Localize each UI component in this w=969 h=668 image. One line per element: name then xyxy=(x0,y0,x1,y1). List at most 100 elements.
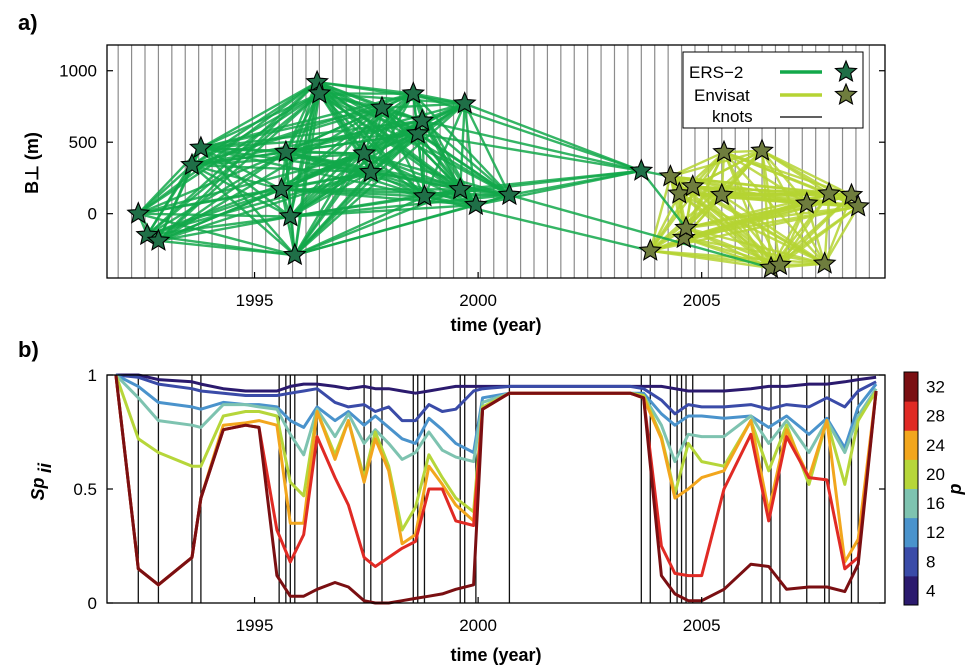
envisat-point xyxy=(812,251,837,274)
pair-line xyxy=(720,194,772,269)
pair-line xyxy=(806,202,859,208)
panel-b-ticks: 1995 2000 2005 0 0.5 1 xyxy=(73,366,885,635)
colorbar-label: p xyxy=(945,484,965,496)
envisat-point xyxy=(709,182,734,206)
pair-line xyxy=(459,103,466,190)
pair-line xyxy=(417,132,642,172)
pair-line xyxy=(823,194,853,265)
ers2-point xyxy=(410,108,435,131)
ers2-point xyxy=(278,204,303,227)
colorbar-tick-label: 20 xyxy=(926,465,945,484)
ers2-point xyxy=(497,182,522,206)
pair-line xyxy=(294,188,461,257)
pair-line xyxy=(284,81,319,153)
ers2-point xyxy=(274,139,298,163)
ers2-point xyxy=(629,158,654,181)
ers2-point xyxy=(269,176,294,200)
pair-line xyxy=(760,150,826,265)
legend-label-envisat: Envisat xyxy=(694,86,750,105)
legend-box xyxy=(682,51,864,129)
x-tick-label: 2000 xyxy=(459,616,497,635)
pair-line xyxy=(362,107,384,155)
colorbar-tick-label: 12 xyxy=(926,523,945,542)
pair-line xyxy=(678,192,826,265)
pair-line xyxy=(191,164,296,257)
colorbar-frame xyxy=(903,371,919,606)
series-p24 xyxy=(114,374,878,587)
panel-b-knots xyxy=(137,375,859,603)
pair-line xyxy=(760,150,782,266)
pair-line xyxy=(823,193,831,264)
pair-line xyxy=(191,164,291,218)
panel-a-legend: ERS−2 Envisat knots xyxy=(682,51,864,129)
colorbar-segment xyxy=(904,401,918,431)
x-tick-label: 1995 xyxy=(236,291,274,310)
pair-line xyxy=(509,169,642,197)
pair-line xyxy=(200,146,282,191)
panel-a-xlabel: time (year) xyxy=(450,315,541,335)
pair-line xyxy=(158,215,291,243)
colorbar-segment xyxy=(904,546,918,577)
pair-line xyxy=(412,92,511,196)
pair-line xyxy=(412,92,642,172)
envisat-point xyxy=(750,138,774,161)
pair-line xyxy=(823,205,860,265)
pair-line xyxy=(293,102,466,257)
envisat-point xyxy=(638,238,663,261)
envisat-point xyxy=(712,139,736,163)
pair-line xyxy=(380,107,426,198)
pair-line xyxy=(649,193,681,252)
colorbar-segment xyxy=(904,372,918,402)
panel-b-ylabel: Sp ii xyxy=(28,462,55,501)
pair-line xyxy=(691,185,772,269)
pair-line xyxy=(416,132,477,206)
pair-line xyxy=(191,163,282,191)
y-tick-label: 0 xyxy=(88,205,97,224)
panel-b-xlabel: time (year) xyxy=(450,645,541,665)
legend-label-ers2: ERS−2 xyxy=(689,63,743,82)
ers2-point xyxy=(464,192,488,216)
envisat-point xyxy=(680,174,705,197)
colorbar-segment xyxy=(904,575,918,606)
pair-line xyxy=(423,103,466,197)
envisat-point xyxy=(846,194,870,217)
envisat-point xyxy=(817,181,841,204)
colorbar-tick-label: 32 xyxy=(926,378,945,397)
pair-line xyxy=(805,203,826,265)
colorbar-segment xyxy=(904,517,918,548)
ers2-point xyxy=(401,81,426,104)
envisat-point xyxy=(794,191,819,214)
pair-line xyxy=(318,92,510,197)
series-p16 xyxy=(114,373,878,464)
pair-line xyxy=(722,151,782,266)
y-tick-label: 1000 xyxy=(59,62,97,81)
panel-b-ylabel-sub: ii xyxy=(35,462,55,473)
legend-star-envisat-icon xyxy=(834,82,858,106)
envisat-point xyxy=(674,215,698,239)
x-tick-label: 2005 xyxy=(683,616,721,635)
ers2-point xyxy=(370,95,394,118)
pair-line xyxy=(670,149,763,178)
envisat-point xyxy=(768,252,792,276)
pair-line xyxy=(463,103,478,206)
pair-line xyxy=(463,103,511,196)
pair-line xyxy=(460,169,642,191)
legend-star-ers2 xyxy=(834,59,858,83)
pair-line xyxy=(761,150,808,205)
pair-line xyxy=(778,203,808,266)
colorbar-segment xyxy=(904,459,918,489)
legend-star-ers2-icon xyxy=(834,59,858,83)
series-p32 xyxy=(114,374,878,605)
y-tick-label: 0 xyxy=(88,594,97,613)
ers2-point xyxy=(412,184,437,207)
pair-line xyxy=(649,176,672,252)
pair-line xyxy=(509,193,772,270)
pair-line xyxy=(722,151,773,269)
legend-star-envisat xyxy=(834,82,858,106)
pair-line xyxy=(199,147,296,256)
x-tick-label: 2005 xyxy=(683,291,721,310)
colorbar-segment xyxy=(904,488,918,519)
panel-a-frame xyxy=(106,44,886,279)
pair-line xyxy=(692,185,826,265)
pair-line xyxy=(200,146,292,218)
